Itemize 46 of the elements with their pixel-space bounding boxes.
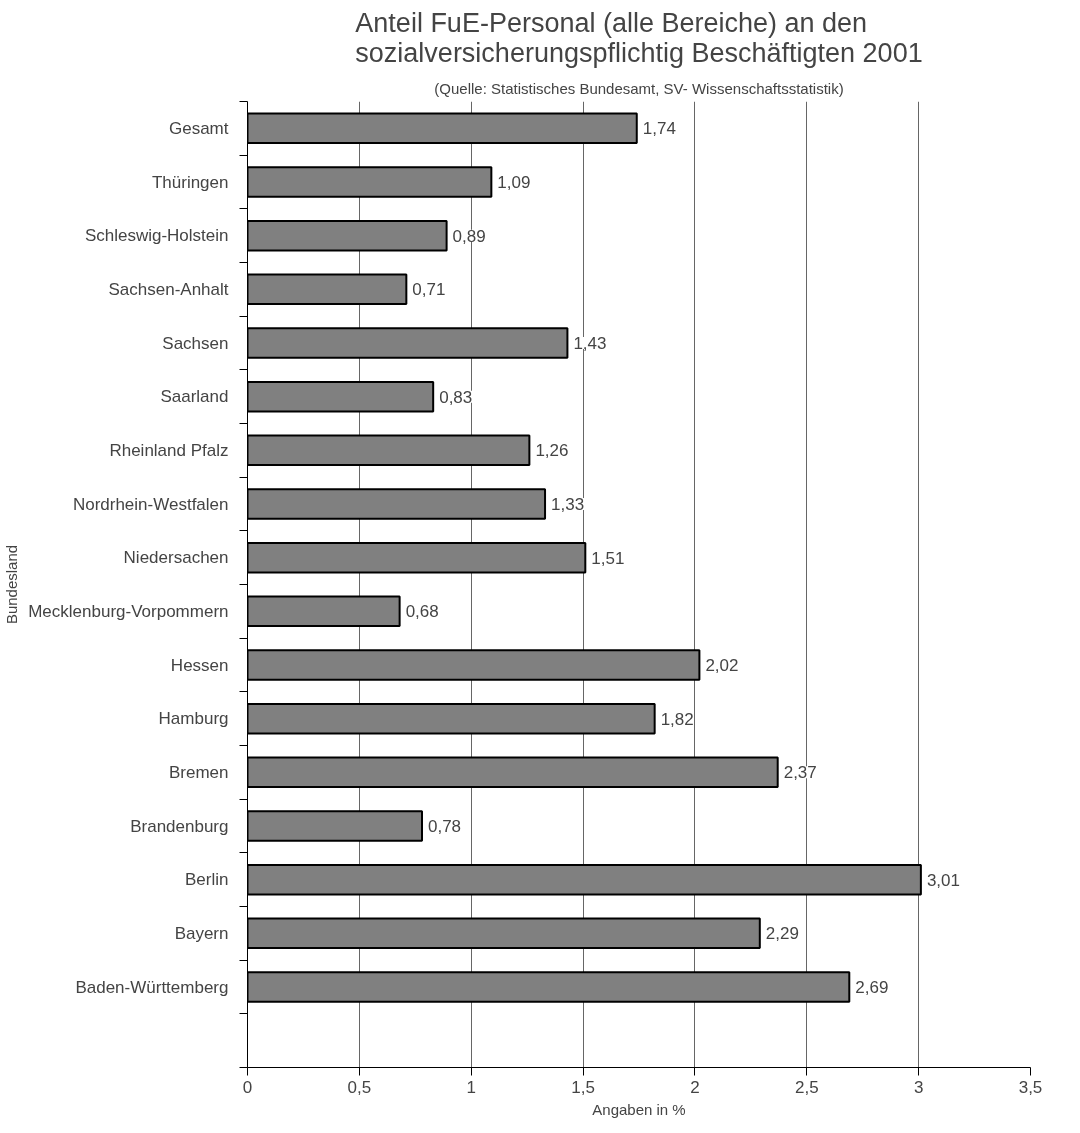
data-label: 0,78: [428, 817, 462, 836]
chart-subtitle: (Quelle: Statistisches Bundesamt, SV- Wissenschaftsstatistik): [434, 79, 844, 97]
y-tick-label: Sachsen: [162, 333, 229, 353]
y-tick-label: Hessen: [170, 655, 229, 675]
data-label: 1,51: [591, 548, 625, 568]
data-label: 1,26: [535, 441, 569, 461]
y-tick-label: Schleswig-Holstein: [84, 226, 229, 246]
data-label: 2,69: [855, 978, 889, 997]
y-tick-label: Baden-Württemberg: [75, 977, 229, 997]
y-tick-label: Bremen: [168, 762, 229, 782]
y-tick-label: Gesamt: [168, 118, 229, 138]
x-tick-label: 2: [690, 1077, 700, 1097]
data-label: 0,68: [405, 602, 439, 622]
x-tick-label: 2,5: [794, 1077, 819, 1097]
data-label: 0,83: [439, 387, 473, 407]
x-tick-label: 0,5: [347, 1077, 372, 1097]
y-tick-label: Sachsen-Anhalt: [108, 279, 229, 299]
data-label: 1,33: [551, 495, 585, 514]
x-tick-label: 3,5: [1018, 1077, 1043, 1097]
data-label: 0,89: [452, 226, 486, 246]
data-label: 0,71: [412, 280, 446, 300]
y-tick-label: Mecklenburg-Vorpommern: [28, 601, 229, 621]
x-tick-label: 3: [913, 1077, 924, 1097]
x-axis-title: Angaben in %: [592, 1100, 686, 1118]
chart-title: Anteil FuE-Personal (alle Bereiche) an den sozialversicherungspflichtig Beschäftigten 2001: [355, 7, 923, 68]
y-axis-title: Bundesland: [3, 544, 21, 625]
y-tick-label: Rheinland Pfalz: [109, 440, 229, 460]
x-tick-label: 1,5: [571, 1077, 595, 1097]
data-label: 2,02: [705, 656, 739, 675]
data-label: 3,01: [926, 870, 960, 890]
y-tick-label: Bayern: [174, 923, 229, 943]
data-label: 1,82: [660, 709, 694, 729]
y-tick-label: Brandenburg: [130, 816, 229, 836]
y-tick-label: Berlin: [185, 870, 229, 890]
data-label: 1,09: [497, 173, 531, 192]
y-tick-label: Niedersachen: [123, 548, 229, 568]
data-label: 1,74: [642, 119, 676, 139]
data-label: 2,37: [783, 763, 817, 783]
y-tick-label: Thüringen: [151, 172, 229, 192]
y-tick-label: Nordrhein-Westfalen: [72, 494, 229, 514]
y-tick-label: Saarland: [160, 387, 229, 407]
x-tick-label: 0: [242, 1077, 253, 1097]
data-label: 2,29: [765, 924, 799, 944]
y-tick-label: Hamburg: [158, 709, 229, 729]
x-tick-label: 1: [466, 1077, 476, 1097]
data-label: 1,43: [573, 334, 607, 353]
